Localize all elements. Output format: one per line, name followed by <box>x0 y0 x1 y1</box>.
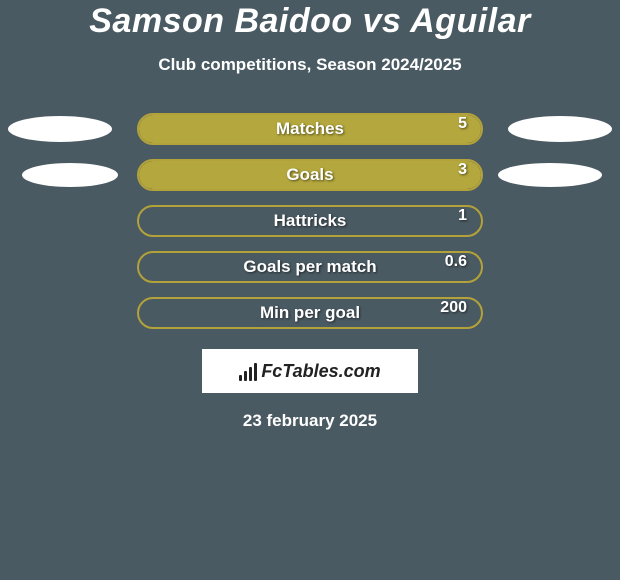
stat-bar: 200 <box>137 297 483 329</box>
player-left-marker <box>22 163 118 187</box>
player-right-marker <box>508 116 612 142</box>
page-title: Samson Baidoo vs Aguilar <box>89 2 531 41</box>
stat-bar: 3 <box>137 159 483 191</box>
stat-row: 3Goals <box>0 159 620 191</box>
stat-row: 200Min per goal <box>0 297 620 329</box>
stat-bar: 0.6 <box>137 251 483 283</box>
brand-text: FcTables.com <box>261 361 380 382</box>
stat-value: 5 <box>458 115 467 133</box>
stats-list: 5Matches 3Goals 1Hattricks 0.6Goals per mat… <box>0 113 620 329</box>
stat-bar: 1 <box>137 205 483 237</box>
stat-bar-fill <box>139 115 481 143</box>
brand-badge: FcTables.com <box>202 349 418 393</box>
stat-bar: 5 <box>137 113 483 145</box>
stat-row: 0.6Goals per match <box>0 251 620 283</box>
stat-row: 1Hattricks <box>0 205 620 237</box>
stat-bar-fill <box>139 161 481 189</box>
stat-row: 5Matches <box>0 113 620 145</box>
stat-value: 200 <box>440 299 467 317</box>
player-right-marker <box>498 163 602 187</box>
stat-value: 1 <box>458 207 467 225</box>
stat-value: 0.6 <box>445 253 467 271</box>
bar-chart-icon <box>239 361 257 381</box>
player-left-marker <box>8 116 112 142</box>
page-subtitle: Club competitions, Season 2024/2025 <box>158 55 461 75</box>
comparison-infographic: Samson Baidoo vs Aguilar Club competitio… <box>0 0 620 431</box>
stat-value: 3 <box>458 161 467 179</box>
footer-date: 23 february 2025 <box>243 411 377 431</box>
